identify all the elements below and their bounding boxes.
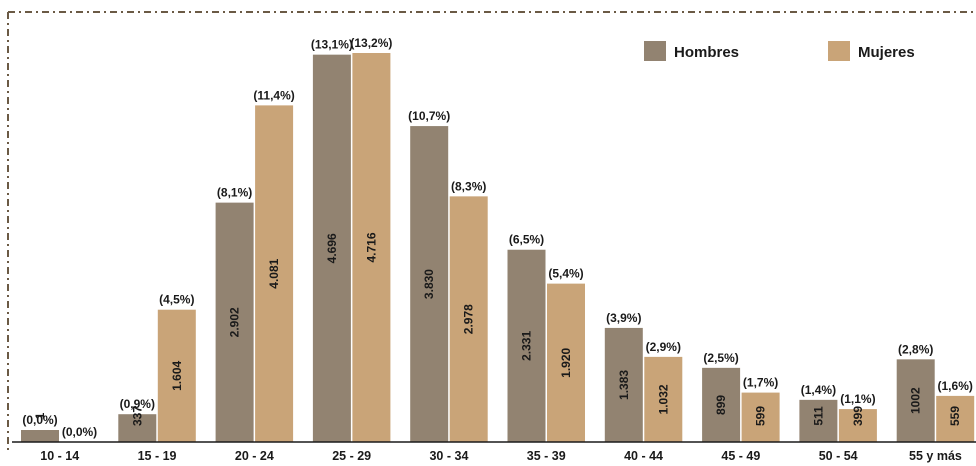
value-label-hombres-8: 511 [811, 406, 825, 426]
bar-mujeres-2 [255, 105, 294, 442]
bar-hombres-6 [604, 327, 643, 442]
value-label-hombres-4: 3.830 [422, 269, 436, 299]
bar-hombres-9 [896, 359, 935, 442]
bar-mujeres-9 [936, 395, 975, 442]
percent-label-hombres-6: (3,9%) [606, 311, 641, 325]
value-label-mujeres-7: 599 [754, 406, 768, 426]
bar-mujeres-5 [547, 283, 585, 442]
x-tick-label-4: 30 - 34 [429, 449, 468, 463]
percent-label-mujeres-0: (0,0%) [62, 425, 97, 439]
bar-hombres-5 [507, 249, 546, 442]
value-label-mujeres-8: 399 [851, 406, 865, 426]
bar-hombres-2 [215, 202, 254, 442]
value-label-mujeres-5: 1.920 [559, 347, 573, 377]
x-tick-label-7: 45 - 49 [721, 449, 760, 463]
value-label-hombres-1: 337 [130, 406, 144, 426]
bar-mujeres-7 [741, 392, 780, 442]
value-label-mujeres-3: 4.716 [364, 232, 378, 262]
percent-label-mujeres-8: (1,1%) [840, 392, 875, 406]
bar-mujeres-6 [644, 356, 683, 442]
bar-mujeres-1 [157, 309, 196, 442]
percent-label-mujeres-1: (4,5%) [159, 293, 194, 307]
percent-label-mujeres-9: (1,6%) [938, 379, 973, 393]
value-label-hombres-7: 899 [714, 395, 728, 415]
percent-label-hombres-3: (13,1%) [311, 38, 353, 52]
bar-mujeres-8 [838, 409, 877, 442]
value-label-mujeres-4: 2.978 [462, 304, 476, 334]
bars [21, 53, 975, 442]
x-tick-label-0: 10 - 14 [40, 449, 79, 463]
x-tick-label-2: 20 - 24 [235, 449, 274, 463]
percent-label-mujeres-5: (5,4%) [548, 267, 583, 281]
x-tick-label-9: 55 y más [909, 449, 962, 463]
percent-label-mujeres-3: (13,2%) [350, 36, 392, 50]
labels: (0,0%)1(0,0%)10 - 14(0,9%)337(4,5%)1.604… [22, 36, 973, 463]
percent-label-hombres-0: (0,0%) [22, 413, 57, 427]
x-tick-label-8: 50 - 54 [819, 449, 858, 463]
bar-hombres-8 [799, 399, 838, 442]
x-tick-label-5: 35 - 39 [527, 449, 566, 463]
value-label-hombres-9: 1002 [909, 387, 923, 414]
value-label-hombres-5: 2.331 [520, 331, 534, 361]
percent-label-mujeres-2: (11,4%) [253, 88, 294, 102]
value-label-hombres-3: 4.696 [325, 233, 339, 263]
value-label-hombres-2: 2.902 [228, 307, 242, 337]
value-label-mujeres-1: 1.604 [170, 361, 184, 391]
bar-hombres-3 [312, 54, 351, 442]
bar-mujeres-4 [449, 196, 488, 442]
x-tick-label-1: 15 - 19 [138, 449, 177, 463]
percent-label-mujeres-7: (1,7%) [743, 376, 778, 390]
percent-label-hombres-9: (2,8%) [898, 342, 933, 356]
legend: Hombres Mujeres [644, 41, 915, 61]
percent-label-mujeres-6: (2,9%) [646, 340, 681, 354]
bar-hombres-4 [410, 126, 449, 442]
percent-label-mujeres-4: (8,3%) [451, 179, 486, 193]
bar-hombres-1 [118, 414, 157, 442]
x-tick-label-3: 25 - 29 [332, 449, 371, 463]
value-label-hombres-0: 1 [33, 412, 47, 419]
percent-label-hombres-2: (8,1%) [217, 186, 252, 200]
legend-swatch-mujeres [828, 41, 850, 61]
percent-label-hombres-4: (10,7%) [408, 109, 450, 123]
percent-label-hombres-8: (1,4%) [801, 383, 836, 397]
legend-label-hombres: Hombres [674, 44, 739, 61]
value-label-mujeres-6: 1.032 [656, 384, 670, 414]
percent-label-hombres-7: (2,5%) [703, 351, 738, 365]
value-label-mujeres-9: 559 [948, 406, 962, 426]
bar-mujeres-3 [352, 53, 391, 442]
x-tick-label-6: 40 - 44 [624, 449, 663, 463]
percent-label-hombres-5: (6,5%) [509, 233, 544, 247]
value-label-hombres-6: 1.383 [617, 370, 631, 400]
percent-label-hombres-1: (0,9%) [120, 397, 155, 411]
bar-hombres-7 [702, 367, 741, 442]
legend-label-mujeres: Mujeres [858, 44, 915, 61]
value-label-mujeres-2: 4.081 [267, 258, 281, 288]
legend-swatch-hombres [644, 41, 666, 61]
bar-hombres-0 [21, 430, 59, 442]
